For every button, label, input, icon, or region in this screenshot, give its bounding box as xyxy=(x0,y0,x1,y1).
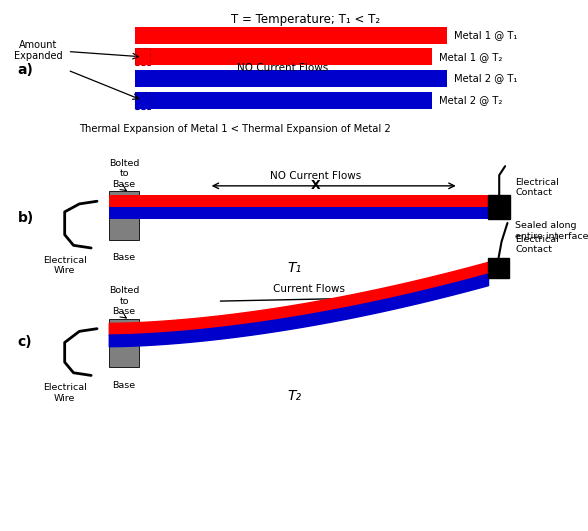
Bar xyxy=(109,207,488,219)
Text: Electrical
Wire: Electrical Wire xyxy=(43,383,86,403)
Text: T₁: T₁ xyxy=(287,261,301,275)
Text: Electrical
Contact: Electrical Contact xyxy=(515,178,559,197)
Text: Electrical
Contact: Electrical Contact xyxy=(515,235,559,254)
Text: Amount
Expanded: Amount Expanded xyxy=(14,40,62,61)
Text: Bolted
to
Base: Bolted to Base xyxy=(109,159,139,189)
Bar xyxy=(135,92,150,109)
Bar xyxy=(135,48,432,65)
Text: Thermal Expansion of Metal 1 < Thermal Expansion of Metal 2: Thermal Expansion of Metal 1 < Thermal E… xyxy=(79,124,391,133)
Bar xyxy=(109,319,139,367)
Text: T₂: T₂ xyxy=(287,389,301,402)
Bar xyxy=(135,70,447,87)
Bar xyxy=(488,258,509,278)
Bar xyxy=(135,92,432,109)
Text: Current Flows: Current Flows xyxy=(273,285,345,295)
Text: Metal 2 @ T₁: Metal 2 @ T₁ xyxy=(454,74,517,83)
Bar xyxy=(488,195,510,219)
Text: Metal 1 @ T₁: Metal 1 @ T₁ xyxy=(454,30,517,40)
Bar xyxy=(135,27,447,44)
Bar xyxy=(109,191,139,240)
Bar xyxy=(135,48,150,65)
Bar xyxy=(109,195,488,207)
Text: Sealed along
entire interface: Sealed along entire interface xyxy=(492,213,588,241)
Text: Metal 1 @ T₂: Metal 1 @ T₂ xyxy=(439,52,503,62)
Text: Metal 2 @ T₂: Metal 2 @ T₂ xyxy=(439,96,503,105)
Text: X: X xyxy=(311,179,321,192)
Text: NO Current Flows: NO Current Flows xyxy=(270,172,362,181)
Text: a): a) xyxy=(18,63,34,77)
Text: Bolted
to
Base: Bolted to Base xyxy=(109,286,139,316)
Text: Base: Base xyxy=(112,253,136,262)
Text: b): b) xyxy=(18,211,34,225)
Text: NO Current Flows: NO Current Flows xyxy=(236,63,328,73)
Text: Electrical
Wire: Electrical Wire xyxy=(43,256,86,276)
Text: T = Temperature; T₁ < T₂: T = Temperature; T₁ < T₂ xyxy=(231,13,380,26)
Text: c): c) xyxy=(18,336,32,349)
Text: Base: Base xyxy=(112,381,136,390)
